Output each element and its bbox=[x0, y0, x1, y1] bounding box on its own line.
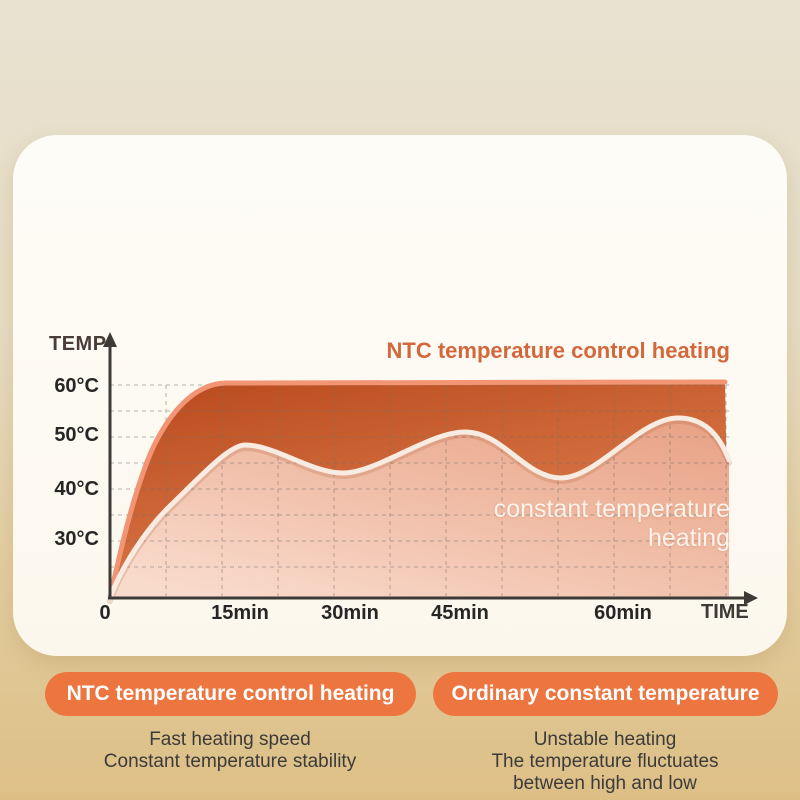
ntc-heating-description: Fast heating speed Constant temperature … bbox=[60, 729, 400, 773]
y-tick-60c: 60°C bbox=[54, 375, 99, 397]
content-card: TEMP TIME NTC temperature control heatin… bbox=[13, 135, 787, 794]
y-tick-40c: 40°C bbox=[54, 478, 99, 500]
y-tick-50c: 50°C bbox=[54, 424, 99, 446]
x-tick-15min: 15min bbox=[211, 602, 269, 624]
ordinary-heating-pill: Ordinary constant temperature bbox=[433, 672, 778, 716]
x-axis-arrow-icon bbox=[744, 591, 758, 605]
x-axis-title: TIME bbox=[701, 601, 749, 623]
constant-curve-stroke bbox=[107, 415, 732, 601]
constant-heating-series-label-line2: heating bbox=[647, 524, 730, 552]
ordinary-description-line1: Unstable heating bbox=[533, 729, 677, 750]
constant-heating-series-label: constant temperature heating bbox=[411, 495, 730, 553]
grid-lines bbox=[110, 384, 729, 596]
ordinary-description-line2: The temperature fluctuates bbox=[491, 751, 719, 772]
ntc-description-line2: Constant temperature stability bbox=[103, 751, 357, 772]
y-axis-arrow-icon bbox=[103, 332, 117, 347]
ordinary-heating-description: Unstable heating The temperature fluctua… bbox=[435, 729, 775, 795]
ntc-description-line1: Fast heating speed bbox=[149, 729, 311, 750]
y-tick-30c: 30°C bbox=[54, 528, 99, 550]
y-axis-title: TEMP bbox=[49, 333, 107, 355]
x-tick-60min: 60min bbox=[594, 602, 652, 624]
ntc-heating-pill-label: NTC temperature control heating bbox=[66, 682, 395, 705]
ordinary-description-line3: between high and low bbox=[513, 773, 697, 794]
constant-heating-series-label-line1: constant temperature bbox=[493, 495, 730, 523]
ordinary-heating-pill-label: Ordinary constant temperature bbox=[451, 682, 760, 705]
temperature-chart bbox=[103, 332, 758, 605]
x-tick-45min: 45min bbox=[431, 602, 489, 624]
ntc-curve-stroke bbox=[107, 379, 728, 601]
x-tick-30min: 30min bbox=[321, 602, 379, 624]
ntc-heating-pill: NTC temperature control heating bbox=[45, 672, 416, 716]
x-tick-0: 0 bbox=[99, 602, 111, 624]
chart-title: NTC temperature control heating bbox=[386, 338, 730, 363]
